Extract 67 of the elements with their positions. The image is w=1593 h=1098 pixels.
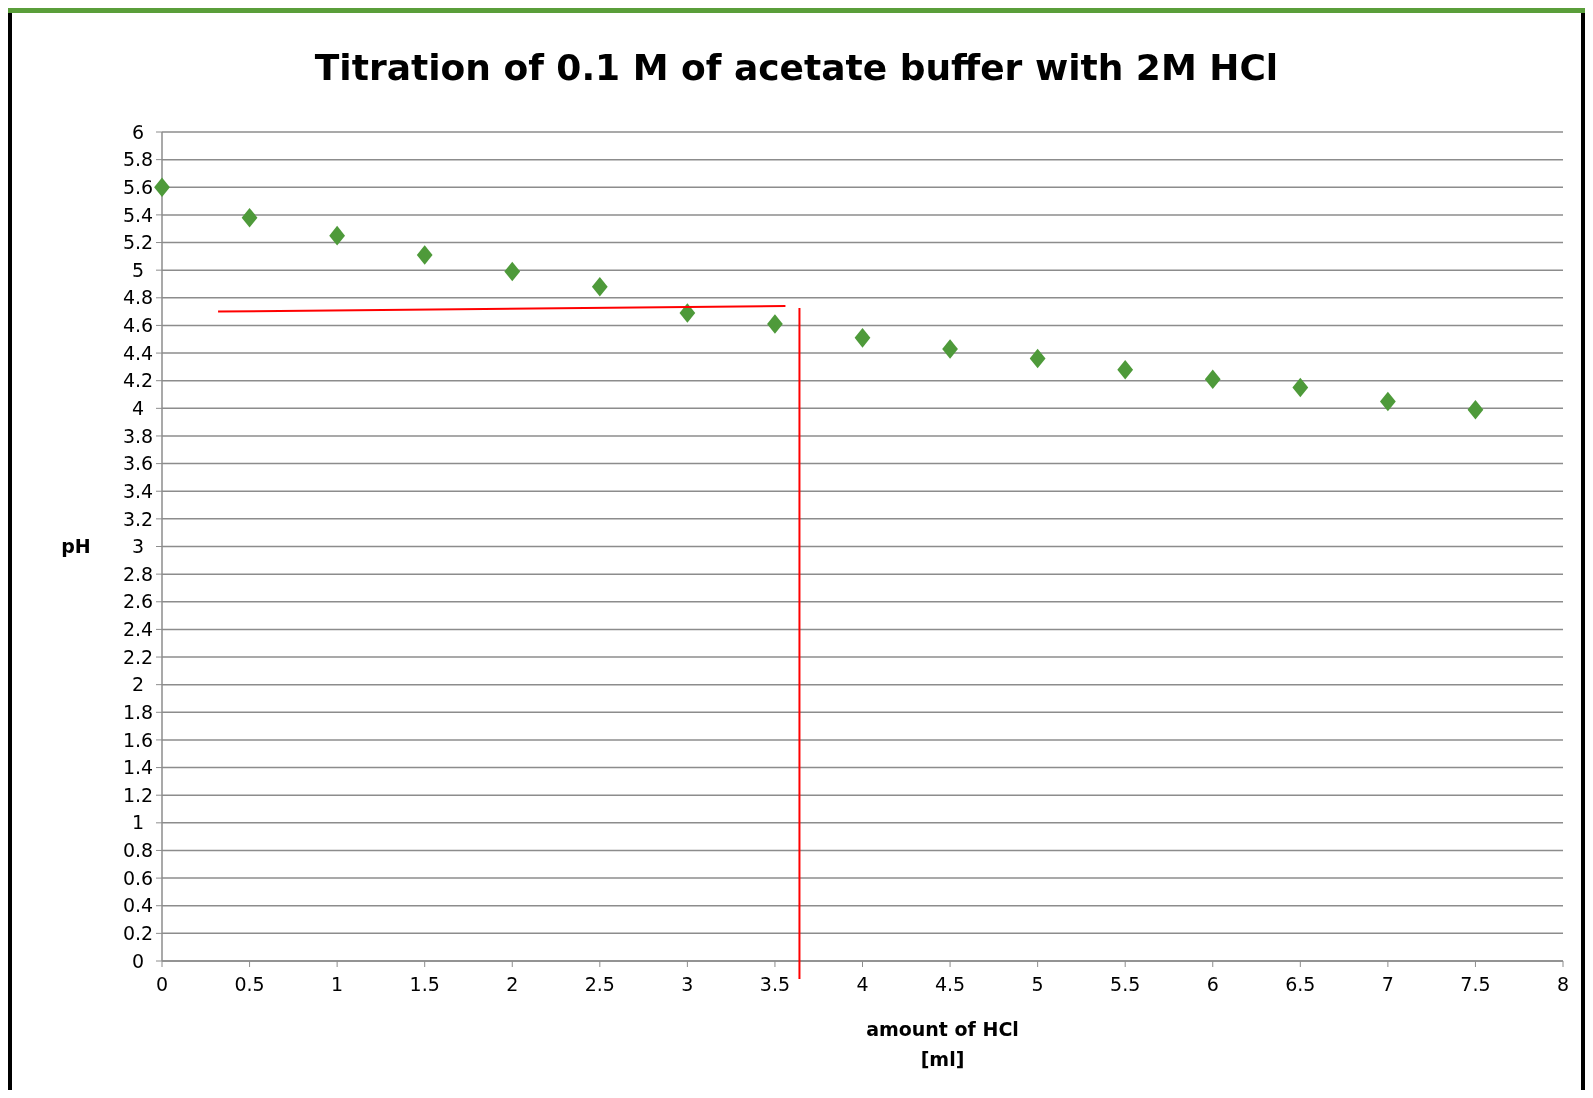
point: [679, 303, 696, 323]
x-axis-title: amount of HCl [ml]: [866, 1018, 1019, 1070]
y-tick-label: 3.2: [122, 507, 154, 530]
x-tick-label: 6: [1206, 973, 1219, 995]
y-tick-label: 4.2: [122, 369, 154, 392]
point: [1029, 348, 1046, 369]
point: [154, 177, 170, 198]
y-tick-label: 5.4: [122, 203, 154, 226]
point: [854, 328, 871, 348]
x-tick-label: 1.5: [409, 973, 440, 995]
x-tick-label: 8: [1556, 973, 1570, 995]
chart-title: Titration of 0.1 M of acetate buffer with 2M HCl: [314, 47, 1279, 88]
y-tick-label: 4.6: [122, 314, 154, 337]
y-tick-label: 2: [131, 673, 145, 696]
point: [241, 207, 258, 228]
y-tick-label: 2.4: [122, 618, 154, 641]
y-tick-label: 1.6: [122, 728, 154, 751]
point: [591, 276, 608, 297]
x-tick-label: 6.5: [1285, 973, 1316, 995]
x-tick-label: 4.5: [934, 973, 966, 995]
y-tick-label: 4.8: [122, 286, 154, 309]
point: [504, 261, 521, 282]
x-tick-label: 2.5: [584, 973, 615, 995]
point: [1204, 369, 1221, 390]
y-tick-label: 4.4: [122, 341, 154, 364]
y-tick-label: 2.6: [122, 590, 154, 613]
point: [1467, 399, 1484, 420]
y-tick-label: 0: [131, 949, 145, 972]
point: [1117, 359, 1134, 380]
x-tick-label: 2: [506, 973, 519, 995]
point: [329, 225, 346, 246]
point: [1292, 377, 1309, 398]
x-tick-label: 0: [155, 973, 169, 995]
y-tick-label: 5.6: [122, 175, 154, 198]
y-tick-label: 0.8: [122, 839, 154, 862]
y-tick-label: 1.8: [122, 700, 154, 723]
x-tick-label: 0.5: [234, 973, 265, 995]
y-axis-title: pH: [61, 535, 91, 558]
x-tick-label: 5.5: [1110, 973, 1141, 995]
point: [767, 314, 783, 334]
y-tick-label: 3.4: [122, 479, 154, 502]
y-tick-label: 6: [131, 120, 145, 143]
y-tick-label: 3: [131, 535, 145, 558]
x-tick-label: 3: [681, 973, 694, 995]
y-tick-label: 1.2: [122, 783, 154, 806]
point: [416, 245, 433, 265]
y-tick-label: 4: [131, 396, 145, 419]
point: [1379, 391, 1396, 412]
y-tick-label: 0.4: [122, 894, 154, 917]
y-tick-label: 2.8: [122, 562, 154, 585]
y-tick-label: 3.8: [122, 424, 154, 447]
y-tick-label: 0.6: [122, 866, 154, 889]
y-tick-label: 3.6: [122, 452, 154, 475]
y-tick-label: 5: [131, 258, 145, 281]
y-tick-label: 5.2: [122, 231, 154, 254]
y-tick-label: 1: [131, 811, 145, 834]
y-tick-label: 0.2: [122, 922, 154, 945]
y-tick-label: 1.4: [122, 756, 154, 779]
x-tick-label: 7: [1381, 973, 1394, 995]
point: [942, 339, 958, 359]
x-tick-label: 5: [1031, 973, 1044, 995]
x-tick-label: 4: [856, 973, 869, 995]
x-tick-label: 3.5: [759, 973, 791, 995]
x-tick-label: 1: [331, 973, 344, 995]
x-tick-label: 7.5: [1460, 973, 1491, 995]
y-tick-label: 5.8: [122, 148, 154, 171]
y-tick-label: 2.2: [122, 645, 154, 668]
